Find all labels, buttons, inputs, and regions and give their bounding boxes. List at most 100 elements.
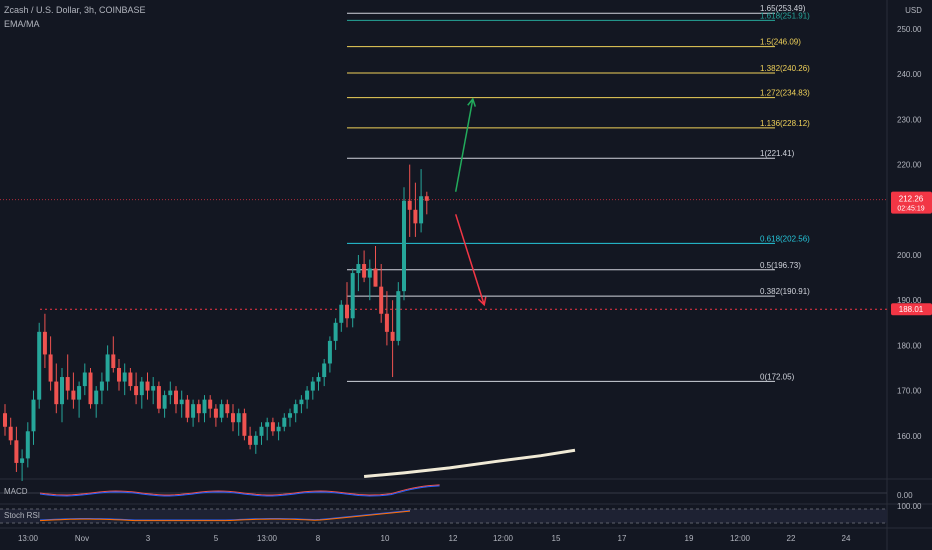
candle-body — [134, 386, 139, 396]
y-tick-label: 170.00 — [897, 387, 922, 396]
fib-level-label: 1(221.41) — [760, 149, 795, 158]
stoch-k-line — [39, 510, 411, 521]
x-tick-label: 12 — [449, 534, 458, 543]
fib-level-label: 1.5(246.09) — [760, 38, 801, 47]
symbol-title: Zcash / U.S. Dollar, 3h, COINBASE — [4, 5, 146, 15]
x-tick-label: 15 — [552, 534, 561, 543]
candle-body — [42, 331, 47, 355]
y-tick-label: 200.00 — [897, 251, 922, 260]
candle-body — [248, 435, 253, 445]
candle-body — [356, 264, 361, 274]
candle-body — [20, 458, 25, 463]
candle-body — [202, 399, 207, 414]
candle-body — [25, 431, 30, 459]
candle-body — [231, 413, 235, 423]
candle-body — [316, 377, 321, 382]
candle-body — [179, 399, 184, 405]
fib-level-label: 1.65(253.49) — [760, 4, 806, 13]
candle-body — [111, 354, 116, 368]
candle-body — [88, 372, 93, 405]
candle-body — [270, 422, 275, 432]
candle-body — [396, 291, 401, 341]
x-tick-label: 8 — [316, 534, 321, 543]
candle-body — [37, 331, 42, 400]
candle-body — [48, 354, 53, 382]
fib-level-label: 0.382(190.91) — [760, 287, 810, 296]
macd-signal-line — [39, 484, 440, 496]
last-price-tag — [891, 191, 932, 214]
candle-body — [288, 413, 292, 418]
x-tick-label: 5 — [214, 534, 219, 543]
x-tick-label: 13:00 — [18, 534, 39, 543]
x-tick-label: 19 — [685, 534, 694, 543]
y-tick-label: 230.00 — [897, 115, 922, 124]
countdown-timer: 02:45:19 — [897, 206, 924, 213]
candle-body — [339, 304, 344, 323]
candle-body — [122, 372, 127, 382]
x-tick-label: 12:00 — [493, 534, 514, 543]
last-price-value: 212.26 — [899, 195, 924, 204]
stoch-d-line — [39, 510, 411, 522]
candle-body — [390, 331, 395, 341]
currency-label: USD — [905, 6, 922, 15]
candle-body — [293, 404, 298, 414]
candle-body — [174, 390, 178, 405]
candle-body — [71, 390, 76, 400]
candle-body — [145, 381, 150, 391]
x-tick-label: Nov — [75, 534, 89, 543]
x-tick-label: 13:00 — [257, 534, 278, 543]
candle-body — [424, 196, 429, 201]
candle-body — [259, 426, 264, 436]
fib-level-label: 0.618(202.56) — [760, 234, 810, 243]
x-tick-label: 10 — [381, 534, 390, 543]
macd-label[interactable]: MACD — [4, 487, 28, 496]
fib-level-label: 0(172.05) — [760, 372, 795, 381]
candle-body — [282, 417, 287, 427]
candle-body — [310, 381, 315, 391]
candle-body — [305, 390, 310, 400]
candle-body — [219, 404, 224, 418]
candle-body — [333, 322, 338, 341]
x-tick-label: 12:00 — [730, 534, 751, 543]
candle-body — [327, 340, 332, 364]
candle-body — [94, 390, 99, 405]
candle-body — [276, 426, 281, 432]
candle-body — [191, 404, 196, 418]
candle-body — [185, 399, 190, 418]
candle-body — [31, 399, 36, 432]
candle-body — [99, 381, 104, 391]
candle-body — [350, 273, 355, 319]
candle-body — [65, 377, 70, 391]
candle-body — [128, 372, 133, 387]
candle-body — [139, 381, 144, 396]
candle-body — [196, 404, 201, 414]
level-price-tag — [891, 303, 932, 316]
fib-level-label: 1.136(228.12) — [760, 119, 810, 128]
candle-body — [413, 209, 418, 224]
candle-body — [407, 200, 412, 210]
x-tick-label: 22 — [787, 534, 796, 543]
fib-level-label: 1.382(240.26) — [760, 64, 810, 73]
x-tick-label: 3 — [146, 534, 151, 543]
x-tick-label: 24 — [842, 534, 851, 543]
fib-level-label: 0.5(196.73) — [760, 261, 801, 270]
indicator-label[interactable]: EMA/MA — [4, 19, 40, 29]
macd-value: 0.00 — [897, 491, 913, 500]
candle-body — [242, 413, 247, 436]
y-tick-label: 250.00 — [897, 25, 922, 34]
candle-body — [117, 368, 121, 382]
stoch-rsi-label[interactable]: Stoch RSI — [4, 511, 41, 520]
candle-body — [3, 413, 7, 427]
candle-body — [299, 399, 304, 405]
candle-body — [362, 264, 367, 278]
candle-body — [367, 268, 372, 278]
candle-body — [265, 422, 270, 427]
arrow-head-icon — [467, 97, 477, 107]
candle-body — [384, 313, 389, 332]
x-tick-label: 17 — [618, 534, 627, 543]
y-tick-label: 240.00 — [897, 70, 922, 79]
candle-body — [419, 196, 424, 224]
candle-body — [402, 200, 406, 292]
y-tick-label: 180.00 — [897, 341, 922, 350]
